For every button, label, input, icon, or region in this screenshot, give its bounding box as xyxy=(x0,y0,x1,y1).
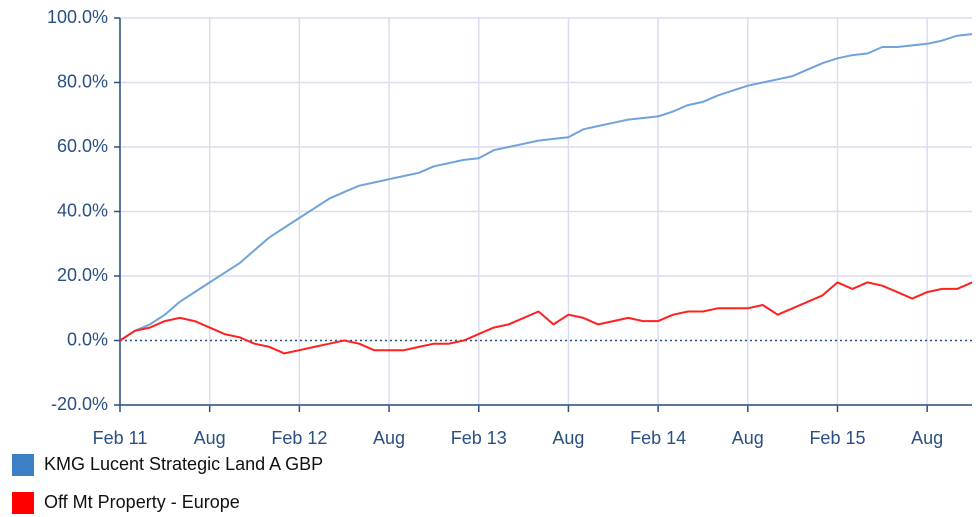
x-tick-label: Aug xyxy=(194,428,226,448)
y-tick-label: 40.0% xyxy=(57,200,108,220)
x-tick-label: Aug xyxy=(373,428,405,448)
x-tick-label: Aug xyxy=(732,428,764,448)
legend-label: Off Mt Property - Europe xyxy=(44,492,240,512)
x-tick-label: Aug xyxy=(911,428,943,448)
x-tick-label: Aug xyxy=(552,428,584,448)
x-tick-label: Feb 13 xyxy=(451,428,507,448)
series-line xyxy=(119,281,973,355)
legend-swatch xyxy=(12,454,34,476)
legend-label: KMG Lucent Strategic Land A GBP xyxy=(44,454,323,474)
legend-swatch xyxy=(12,492,34,514)
y-tick-label: 20.0% xyxy=(57,265,108,285)
x-tick-label: Feb 11 xyxy=(93,428,148,448)
x-tick-label: Feb 15 xyxy=(809,428,865,448)
series-line xyxy=(119,33,973,342)
y-tick-label: 0.0% xyxy=(67,329,108,349)
y-tick-label: 80.0% xyxy=(57,71,108,91)
x-tick-label: Feb 14 xyxy=(630,428,686,448)
x-tick-label: Feb 12 xyxy=(271,428,327,448)
y-tick-label: 60.0% xyxy=(57,136,108,156)
y-tick-label: -20.0% xyxy=(51,394,108,414)
y-tick-label: 100.0% xyxy=(47,7,108,27)
